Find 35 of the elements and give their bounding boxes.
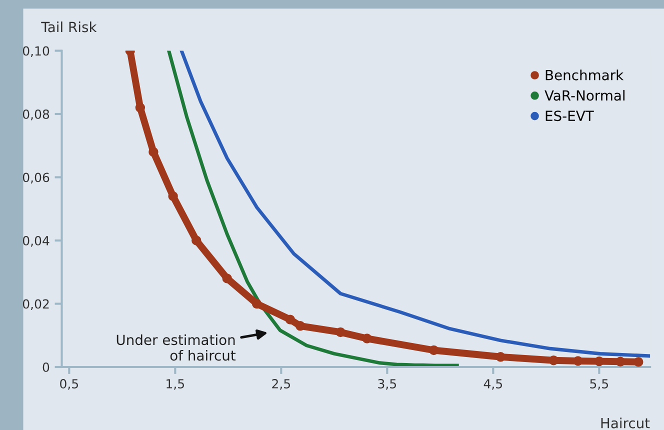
point	[616, 356, 626, 366]
legend-label: Benchmark	[546, 70, 624, 80]
point	[336, 327, 346, 338]
point	[594, 356, 604, 366]
y-tick-label: 0,04	[22, 236, 50, 247]
x-tick-label: 3,5	[378, 379, 396, 390]
point	[135, 102, 146, 113]
legend-label: ES-EVT	[546, 110, 594, 122]
point	[428, 345, 439, 356]
x-tick-label: 4,5	[484, 379, 502, 390]
y-tick-label: 0	[42, 362, 50, 372]
point	[222, 274, 232, 284]
annotation: Under estimation of haircut	[116, 334, 236, 361]
x-tick-label: 2,5	[272, 379, 290, 390]
point	[548, 356, 558, 366]
x-tick-label: 1,5	[166, 379, 184, 390]
y-tick-label: 0,06	[22, 172, 50, 184]
y-axis-title: Tail Risk	[41, 21, 97, 32]
point	[362, 334, 372, 344]
point	[252, 298, 262, 309]
point	[573, 356, 583, 366]
x-tick-label: 5,5	[590, 379, 608, 390]
point	[295, 321, 306, 331]
legend-label: VaR-Normal	[544, 90, 624, 101]
point	[148, 147, 158, 157]
y-tick-label: 0,08	[22, 109, 50, 120]
y-tick-label: 0,10	[22, 46, 50, 57]
point	[192, 236, 202, 246]
point	[168, 191, 178, 202]
point	[634, 357, 644, 367]
y-tick-label: 0,02	[22, 299, 49, 310]
point	[285, 314, 296, 324]
x-tick-label: 0,5	[60, 379, 78, 390]
x-axis-title: Haircut	[601, 418, 650, 428]
point	[496, 352, 506, 362]
